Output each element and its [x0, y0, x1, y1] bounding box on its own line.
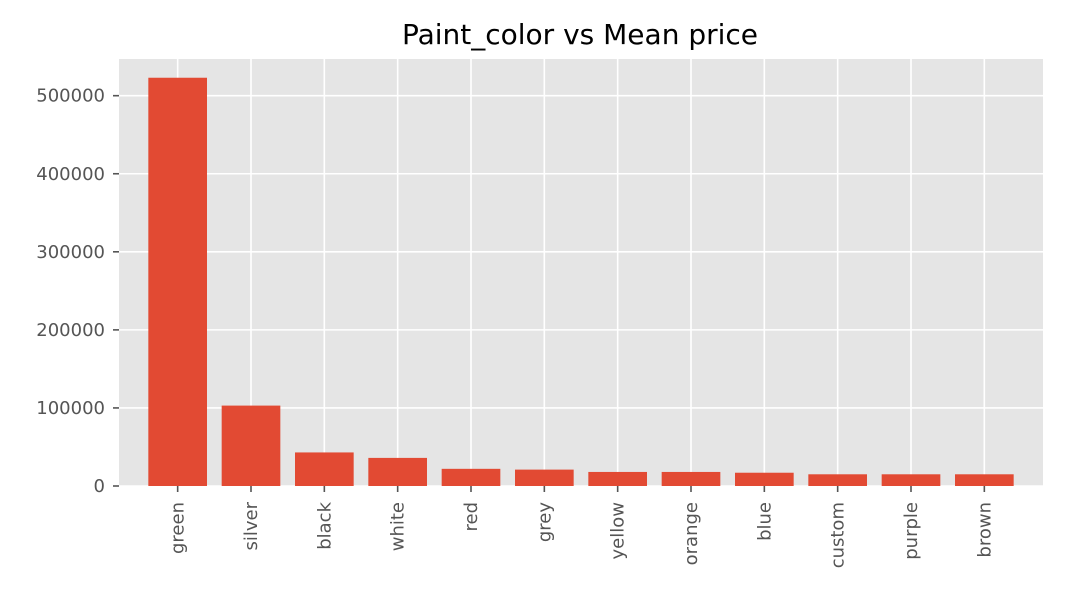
x-axis-ticks: green silver black white red grey yellow orange… — [168, 486, 995, 568]
x-tick-label: grey — [534, 502, 555, 543]
bar-red — [441, 468, 501, 486]
bar-grey — [515, 469, 574, 486]
bar-purple — [881, 474, 941, 486]
bar-brown — [955, 474, 1014, 486]
x-tick-label: orange — [681, 502, 702, 565]
bar-custom — [808, 474, 867, 486]
x-tick-label: yellow — [608, 502, 629, 559]
x-tick-label: green — [168, 502, 189, 554]
bar-green — [148, 77, 207, 486]
x-tick-label: custom — [828, 502, 849, 568]
y-tick-label: 500000 — [36, 86, 105, 107]
x-tick-label: red — [461, 502, 482, 532]
y-tick-label: 100000 — [36, 398, 105, 419]
x-tick-label: brown — [974, 502, 995, 558]
bar-white — [368, 457, 427, 486]
bar-blue — [735, 472, 794, 486]
y-axis-ticks: 0 100000 200000 300000 400000 500000 — [36, 86, 119, 497]
bar-silver — [221, 405, 281, 486]
y-tick-label: 400000 — [36, 164, 105, 185]
x-tick-label: silver — [241, 501, 262, 550]
bar-orange — [661, 471, 721, 486]
grid — [119, 59, 1043, 487]
y-tick-label: 300000 — [36, 242, 105, 263]
bar-yellow — [588, 471, 647, 486]
chart-title: Paint_color vs Mean price — [402, 18, 758, 51]
y-tick-label: 200000 — [36, 320, 105, 341]
bar-black — [295, 452, 354, 486]
bars — [148, 77, 1014, 486]
x-tick-label: blue — [754, 502, 775, 541]
x-tick-label: white — [388, 502, 409, 551]
x-tick-label: black — [314, 501, 335, 549]
x-tick-label: purple — [901, 502, 922, 560]
y-tick-label: 0 — [94, 476, 105, 497]
